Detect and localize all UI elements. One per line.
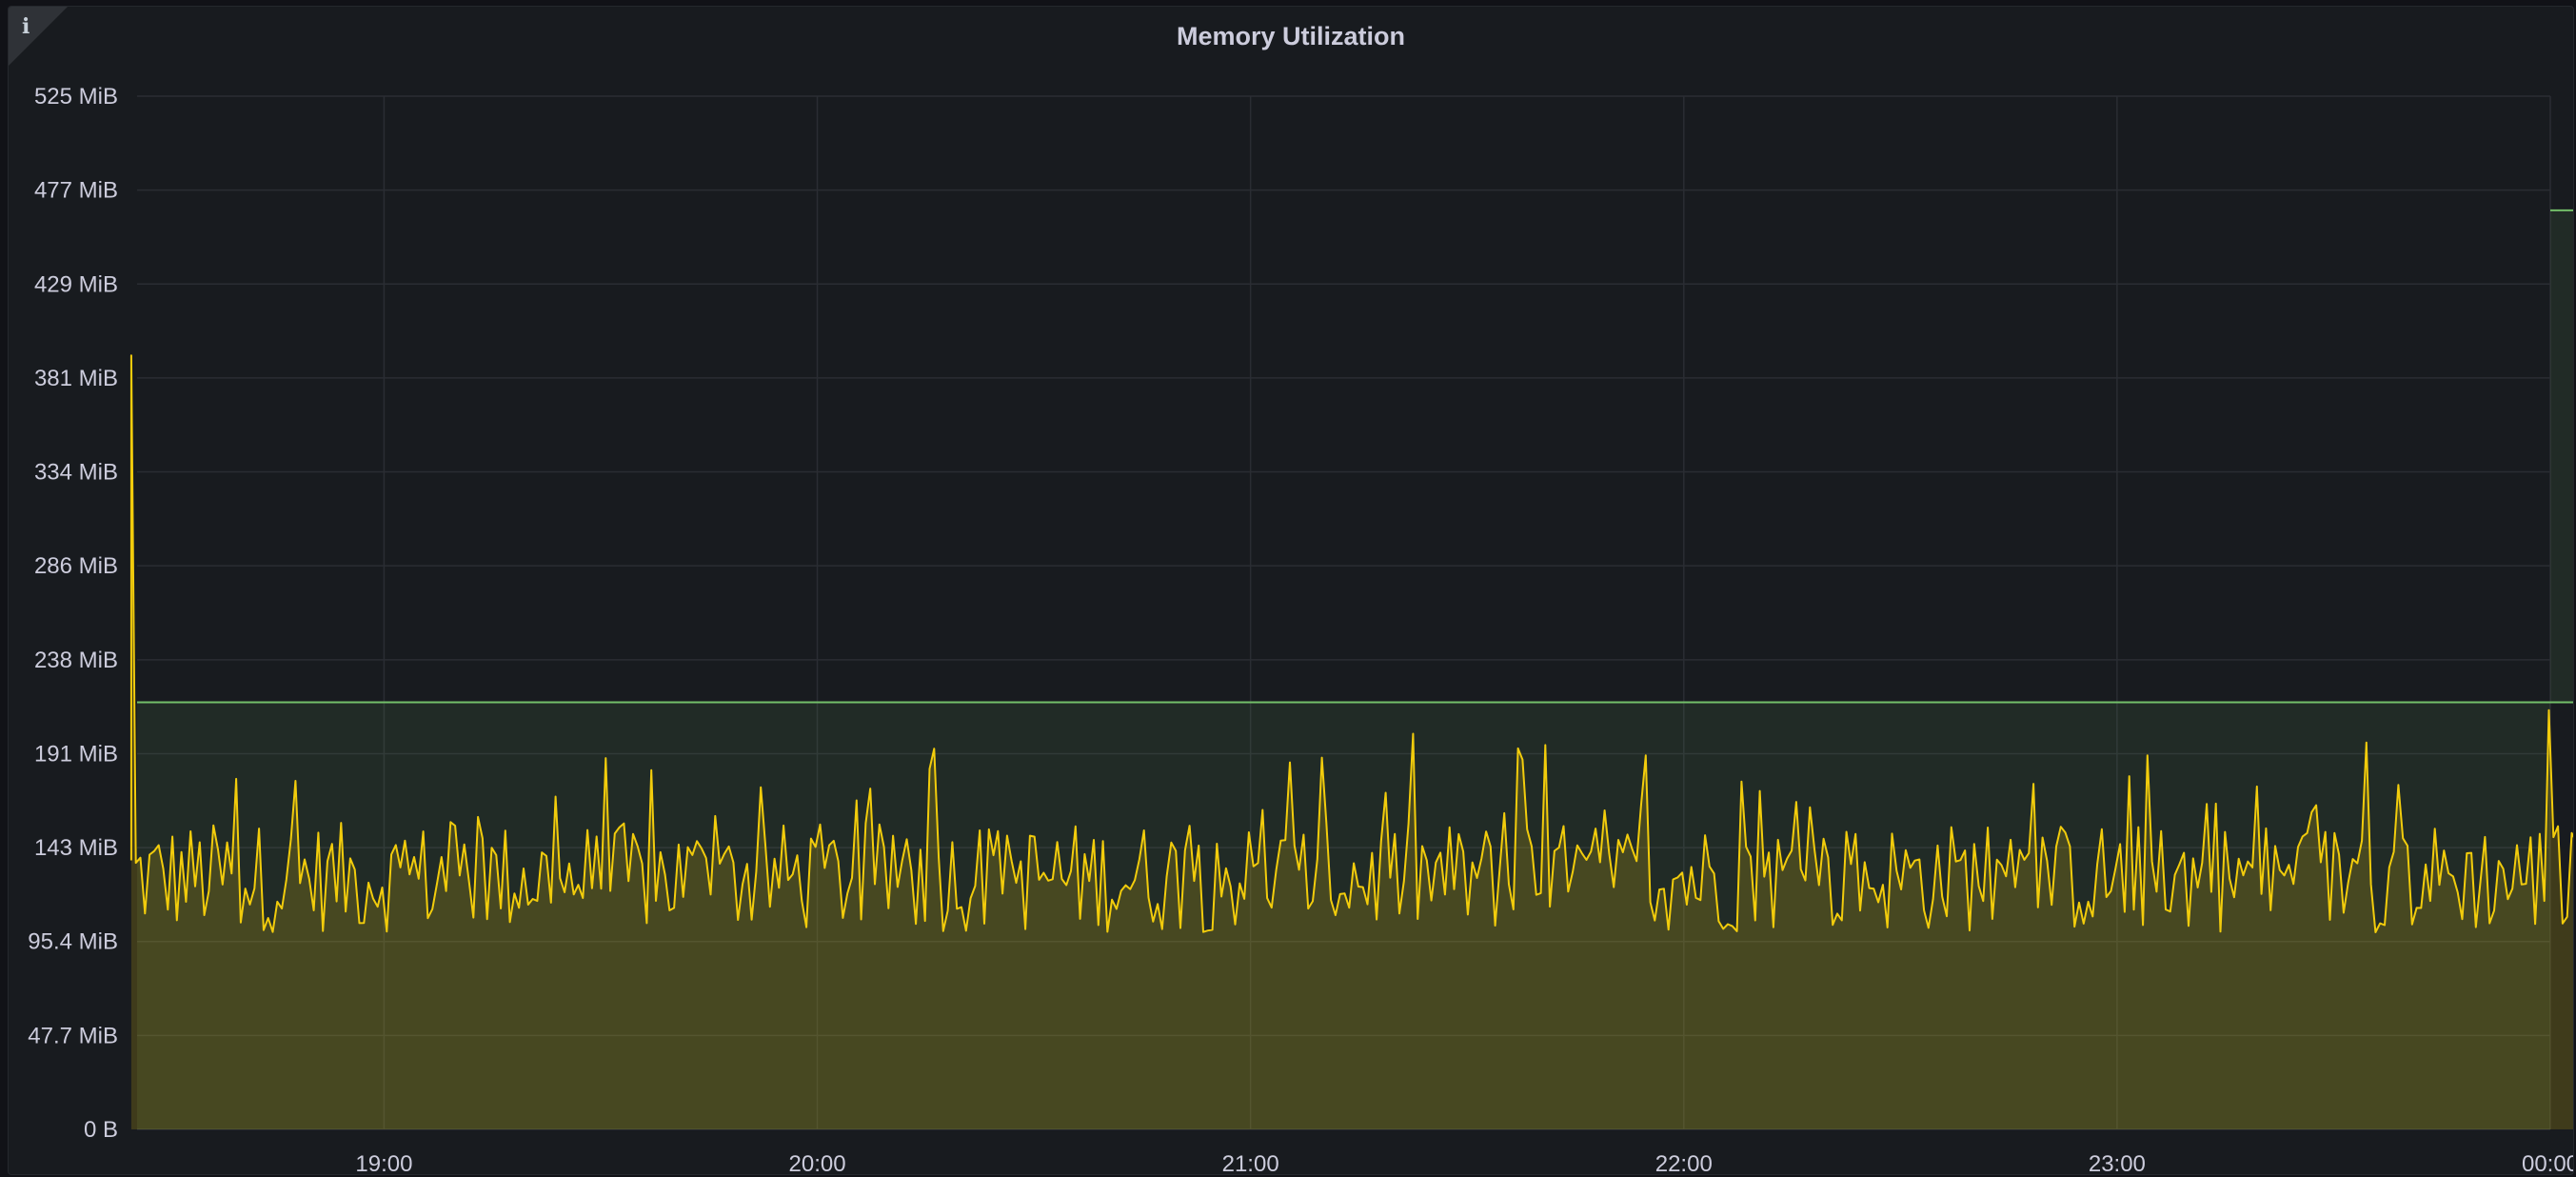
x-tick-label: 22:00 xyxy=(1655,1151,1713,1174)
x-tick-label: 00:00 xyxy=(2522,1151,2573,1174)
x-axis-labels: 19:0020:0021:0022:0023:0000:0001:0002:00… xyxy=(355,1151,2573,1174)
y-axis-labels: 0 B 47.7 MiB 95.4 MiB 143 MiB 191 MiB 238 MiB… xyxy=(28,84,118,1143)
x-tick-label: 21:00 xyxy=(1222,1151,1279,1174)
limit-area xyxy=(137,209,2573,1129)
y-tick-label: 238 MiB xyxy=(34,648,118,673)
x-tick-label: 20:00 xyxy=(789,1151,846,1174)
limit-fill xyxy=(137,209,2573,1129)
info-icon[interactable]: i xyxy=(22,14,30,39)
memory-utilization-panel: 0 B 47.7 MiB 95.4 MiB 143 MiB 191 MiB 238 MiB… xyxy=(8,6,2574,1175)
usage-series-line xyxy=(129,354,2573,933)
limit-line xyxy=(137,209,2573,704)
chart-grid xyxy=(137,95,2551,1130)
y-tick-label: 429 MiB xyxy=(34,271,118,297)
x-tick-label: 19:00 xyxy=(355,1151,412,1174)
y-tick-label: 47.7 MiB xyxy=(28,1023,118,1048)
y-tick-label: 95.4 MiB xyxy=(28,929,118,955)
y-tick-label: 191 MiB xyxy=(34,741,118,767)
y-tick-label: 286 MiB xyxy=(34,553,118,579)
y-tick-label: 525 MiB xyxy=(34,84,118,110)
y-tick-label: 381 MiB xyxy=(34,366,118,391)
y-tick-label: 334 MiB xyxy=(34,460,118,486)
info-corner[interactable] xyxy=(9,7,68,66)
panel-title[interactable]: Memory Utilization xyxy=(1176,22,1406,50)
y-tick-label: 477 MiB xyxy=(34,178,118,204)
usage-fill xyxy=(130,355,2573,1129)
limit-series-line xyxy=(137,209,2573,704)
x-tick-label: 23:00 xyxy=(2089,1151,2146,1174)
usage-area xyxy=(130,355,2573,1129)
y-tick-label: 143 MiB xyxy=(34,835,118,861)
y-tick-label: 0 B xyxy=(84,1117,118,1143)
memory-chart[interactable]: 0 B 47.7 MiB 95.4 MiB 143 MiB 191 MiB 238 MiB… xyxy=(9,7,2573,1174)
usage-line xyxy=(129,354,2573,933)
